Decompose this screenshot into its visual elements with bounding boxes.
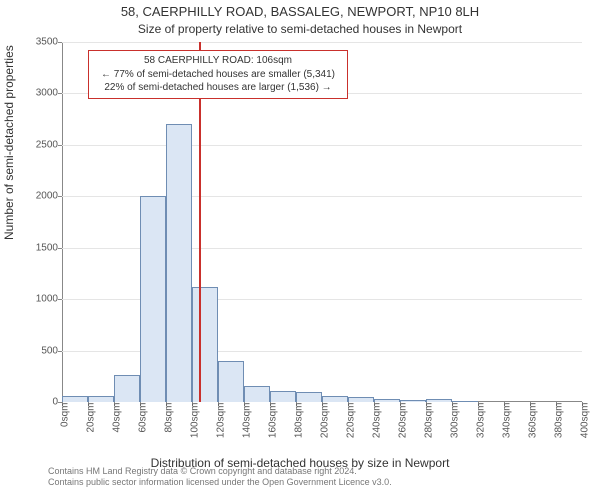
xtick-label: 80sqm bbox=[164, 403, 175, 433]
xtick-label: 280sqm bbox=[424, 403, 435, 439]
xtick-label: 400sqm bbox=[580, 403, 591, 439]
xtick-label: 180sqm bbox=[294, 403, 305, 439]
histogram-bar bbox=[114, 375, 140, 402]
xtick-label: 160sqm bbox=[268, 403, 279, 439]
histogram-bar bbox=[218, 361, 244, 402]
xtick-label: 300sqm bbox=[450, 403, 461, 439]
histogram-bar bbox=[166, 124, 192, 402]
ytick-mark bbox=[58, 351, 62, 352]
ytick-label: 3500 bbox=[18, 37, 58, 48]
annotation-box: 58 CAERPHILLY ROAD: 106sqm← 77% of semi-… bbox=[88, 50, 348, 99]
xtick-label: 140sqm bbox=[242, 403, 253, 439]
xtick-label: 200sqm bbox=[320, 403, 331, 439]
ytick-mark bbox=[58, 93, 62, 94]
ytick-label: 500 bbox=[18, 345, 58, 356]
annotation-line: ← 77% of semi-detached houses are smalle… bbox=[101, 68, 335, 82]
annotation-line: 22% of semi-detached houses are larger (… bbox=[101, 81, 335, 95]
ytick-mark bbox=[58, 42, 62, 43]
histogram-bar bbox=[244, 386, 270, 402]
footnote-line-1: Contains HM Land Registry data © Crown c… bbox=[48, 466, 392, 477]
histogram-bar bbox=[296, 392, 322, 402]
ytick-label: 1000 bbox=[18, 294, 58, 305]
histogram-bar bbox=[348, 397, 374, 402]
xtick-label: 60sqm bbox=[138, 403, 149, 433]
histogram-bar bbox=[322, 396, 348, 402]
histogram-bar bbox=[88, 396, 114, 402]
grid-line bbox=[62, 42, 582, 43]
xtick-label: 240sqm bbox=[372, 403, 383, 439]
annotation-line: 58 CAERPHILLY ROAD: 106sqm bbox=[101, 54, 335, 68]
xtick-label: 0sqm bbox=[60, 403, 71, 427]
plot-area: 05001000150020002500300035000sqm20sqm40s… bbox=[62, 42, 582, 402]
ytick-label: 1500 bbox=[18, 242, 58, 253]
xtick-label: 340sqm bbox=[502, 403, 513, 439]
xtick-label: 360sqm bbox=[528, 403, 539, 439]
y-axis-label: Number of semi-detached properties bbox=[2, 45, 16, 240]
histogram-bar bbox=[192, 287, 218, 402]
ytick-label: 2000 bbox=[18, 191, 58, 202]
ytick-mark bbox=[58, 248, 62, 249]
histogram-bar bbox=[270, 391, 296, 402]
footnote: Contains HM Land Registry data © Crown c… bbox=[48, 466, 392, 488]
xtick-label: 320sqm bbox=[476, 403, 487, 439]
histogram-bar bbox=[62, 396, 88, 402]
chart-container: 58, CAERPHILLY ROAD, BASSALEG, NEWPORT, … bbox=[0, 0, 600, 500]
chart-subtitle: Size of property relative to semi-detach… bbox=[0, 22, 600, 36]
xtick-label: 220sqm bbox=[346, 403, 357, 439]
grid-line bbox=[62, 145, 582, 146]
ytick-mark bbox=[58, 299, 62, 300]
xtick-label: 260sqm bbox=[398, 403, 409, 439]
histogram-bar bbox=[140, 196, 166, 402]
xtick-label: 120sqm bbox=[216, 403, 227, 439]
xtick-label: 20sqm bbox=[86, 403, 97, 433]
chart-title: 58, CAERPHILLY ROAD, BASSALEG, NEWPORT, … bbox=[0, 4, 600, 19]
footnote-line-2: Contains public sector information licen… bbox=[48, 477, 392, 488]
xtick-label: 380sqm bbox=[554, 403, 565, 439]
ytick-mark bbox=[58, 196, 62, 197]
xtick-label: 100sqm bbox=[190, 403, 201, 439]
ytick-mark bbox=[58, 145, 62, 146]
xtick-label: 40sqm bbox=[112, 403, 123, 433]
y-axis bbox=[62, 42, 63, 402]
ytick-label: 3000 bbox=[18, 88, 58, 99]
ytick-label: 2500 bbox=[18, 139, 58, 150]
ytick-label: 0 bbox=[18, 397, 58, 408]
